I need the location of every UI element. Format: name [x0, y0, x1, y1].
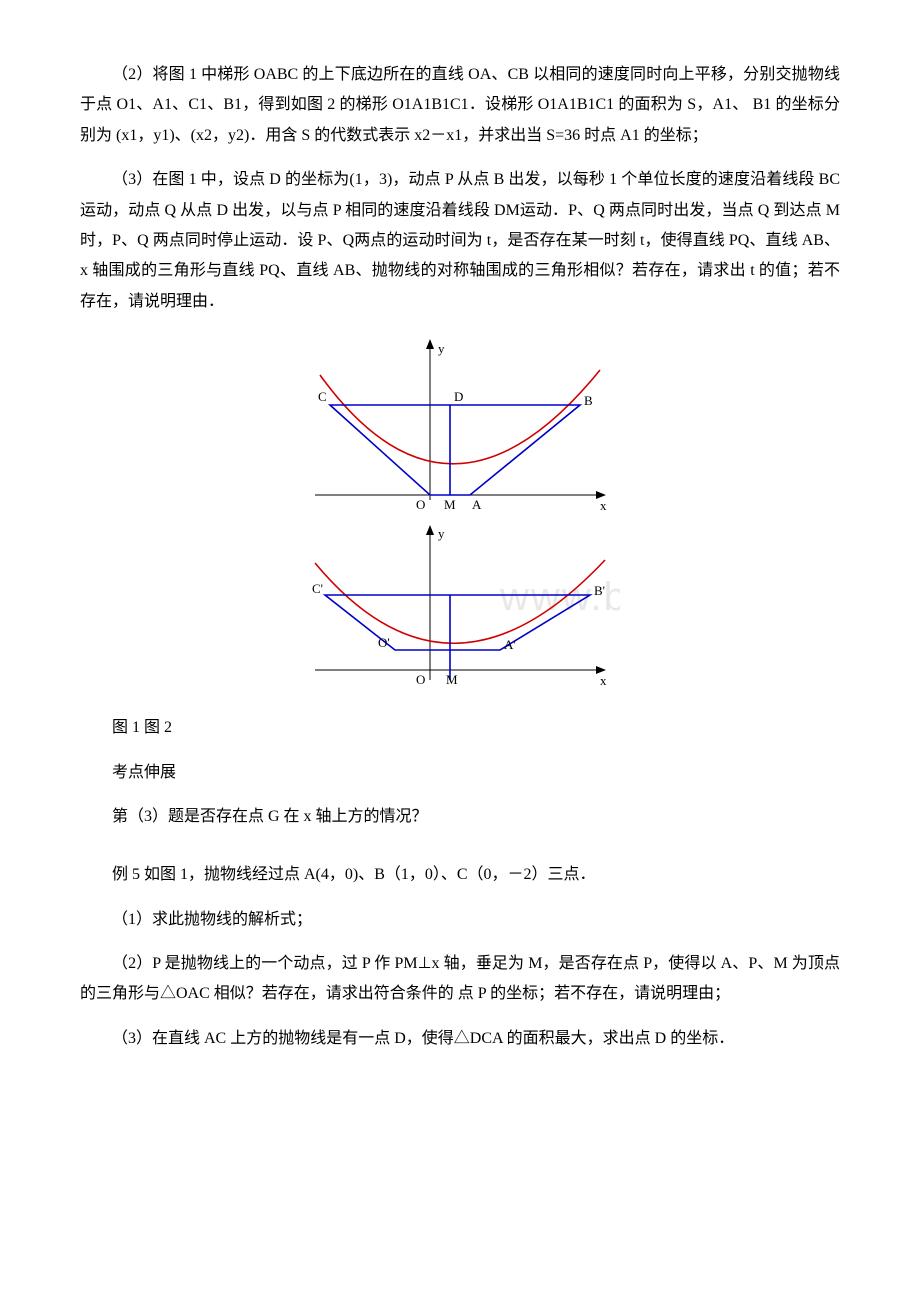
paragraph-2: （2）将图 1 中梯形 OABC 的上下底边所在的直线 OA、CB 以相同的速度…	[80, 60, 840, 151]
fig1-label-O: O	[416, 497, 425, 512]
fig2-label-Cp: C'	[312, 581, 323, 596]
paragraph-ex5-1: （1）求此抛物线的解析式；	[80, 905, 840, 935]
paragraph-q3g: 第（3）题是否存在点 G 在 x 轴上方的情况？	[80, 802, 840, 832]
fig1-label-M: M	[444, 497, 456, 512]
fig2-label-y: y	[438, 526, 445, 541]
paragraph-ex5-2: （2）P 是抛物线上的一个动点，过 P 作 PM⊥x 轴，垂足为 M，是否存在点…	[80, 949, 840, 1010]
fig1-y-arrow	[426, 339, 434, 349]
fig2-label-Op: O'	[378, 635, 390, 650]
figure-caption: 图 1 图 2	[80, 713, 840, 743]
fig2-label-M: M	[446, 672, 458, 687]
fig1-label-B: B	[584, 393, 593, 408]
fig1-label-C: C	[318, 389, 327, 404]
diagram-svg: www.bdocx.com y x O A M D C B	[300, 335, 620, 695]
section-heading: 考点伸展	[80, 758, 840, 788]
figure-block: www.bdocx.com y x O A M D C B	[80, 335, 840, 695]
fig1-label-y: y	[438, 341, 445, 356]
fig1-label-x: x	[600, 498, 607, 513]
fig1-label-D: D	[454, 389, 463, 404]
paragraph-3: （3）在图 1 中，设点 D 的坐标为(1，3)，动点 P 从点 B 出发，以每…	[80, 165, 840, 317]
fig2-label-Ap: A'	[504, 637, 516, 652]
paragraph-ex5-3: （3）在直线 AC 上方的抛物线是有一点 D，使得△DCA 的面积最大，求出点 …	[80, 1024, 840, 1054]
fig1-trapezoid	[330, 405, 580, 495]
fig2-y-arrow	[426, 525, 434, 535]
fig2-label-x: x	[600, 673, 607, 688]
fig2-label-O: O	[416, 672, 425, 687]
fig1-label-A: A	[472, 497, 482, 512]
paragraph-ex5: 例 5 如图 1，抛物线经过点 A(4，0)、B（1，0）、C（0，－2）三点．	[80, 860, 840, 890]
fig2-label-Bp: B'	[594, 583, 605, 598]
fig1-parabola	[320, 370, 600, 464]
